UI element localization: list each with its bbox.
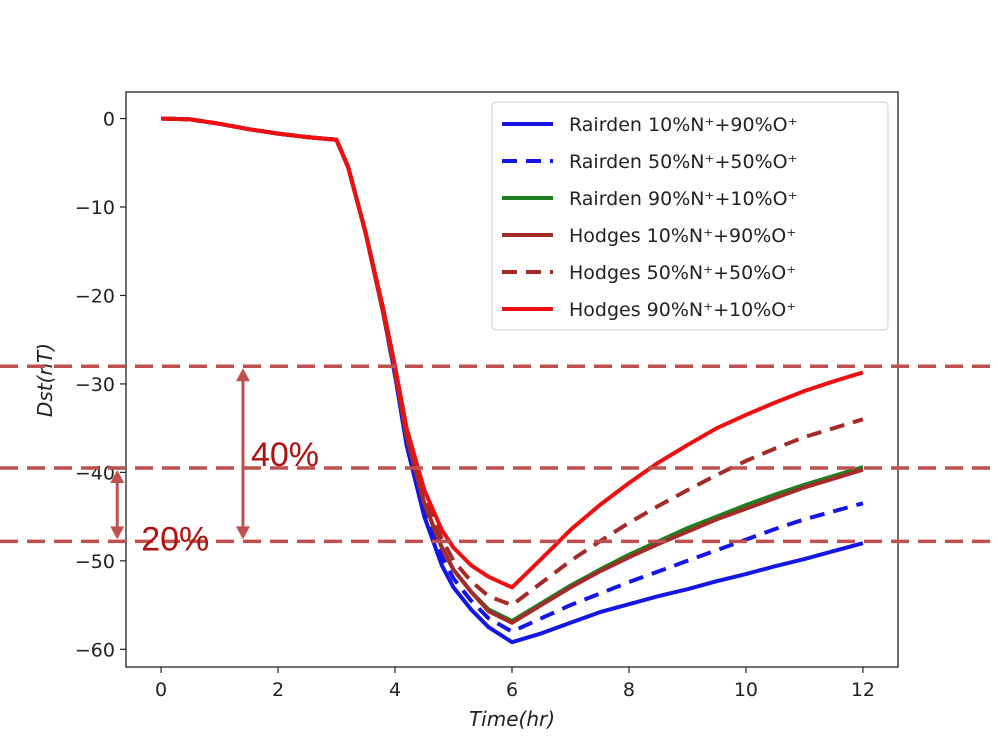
x-tick-label: 0 <box>155 679 167 701</box>
series-line-4 <box>161 116 864 608</box>
legend-box <box>491 101 889 331</box>
legend-label-3: Hodges 10%N⁺+90%O⁺ <box>569 225 796 247</box>
annotation-label-1: 20% <box>141 521 209 559</box>
legend-label-5: Hodges 90%N⁺+10%O⁺ <box>569 299 796 321</box>
y-axis-label: Dst(nT) <box>33 343 57 417</box>
percentage-annotations: 40% 20% <box>110 368 319 559</box>
y-tick-label: −40 <box>75 462 115 484</box>
annotation-label-0: 40% <box>251 436 319 474</box>
annotation-arrowhead-bottom-1 <box>110 526 125 540</box>
annotation-arrowhead-bottom-0 <box>235 526 250 540</box>
x-tick-label: 10 <box>734 679 758 701</box>
y-tick-label: −30 <box>75 374 115 396</box>
x-tick-label: 2 <box>272 679 284 701</box>
x-axis-label: Time(hr) <box>469 707 555 731</box>
y-tick-label: −20 <box>75 285 115 307</box>
y-tick-label: 0 <box>103 109 115 131</box>
legend: Rairden 10%N⁺+90%O⁺ Rairden 50%N⁺+50%O⁺ Ra… <box>491 101 889 331</box>
annotation-arrowhead-top-1 <box>110 469 125 483</box>
y-tick-label: −60 <box>75 639 115 661</box>
series-layer <box>161 116 864 645</box>
legend-label-4: Hodges 50%N⁺+50%O⁺ <box>569 262 796 284</box>
legend-label-1: Rairden 50%N⁺+50%O⁺ <box>569 151 798 173</box>
reference-lines <box>0 364 998 544</box>
x-tick-label: 8 <box>623 679 635 701</box>
y-axis-ticks: 0 −10 −20 −30 −40 −50 −60 <box>75 109 126 661</box>
x-axis-ticks: 0 2 4 6 8 10 12 <box>155 667 875 701</box>
x-tick-label: 6 <box>506 679 518 701</box>
legend-label-0: Rairden 10%N⁺+90%O⁺ <box>569 114 798 136</box>
series-line-5 <box>161 116 864 590</box>
series-line-1 <box>161 116 864 634</box>
x-tick-label: 4 <box>389 679 401 701</box>
y-tick-label: −10 <box>75 197 115 219</box>
y-tick-label: −50 <box>75 551 115 573</box>
annotation-arrowhead-top-0 <box>235 368 250 382</box>
x-tick-label: 12 <box>851 679 875 701</box>
legend-label-2: Rairden 90%N⁺+10%O⁺ <box>569 188 798 210</box>
